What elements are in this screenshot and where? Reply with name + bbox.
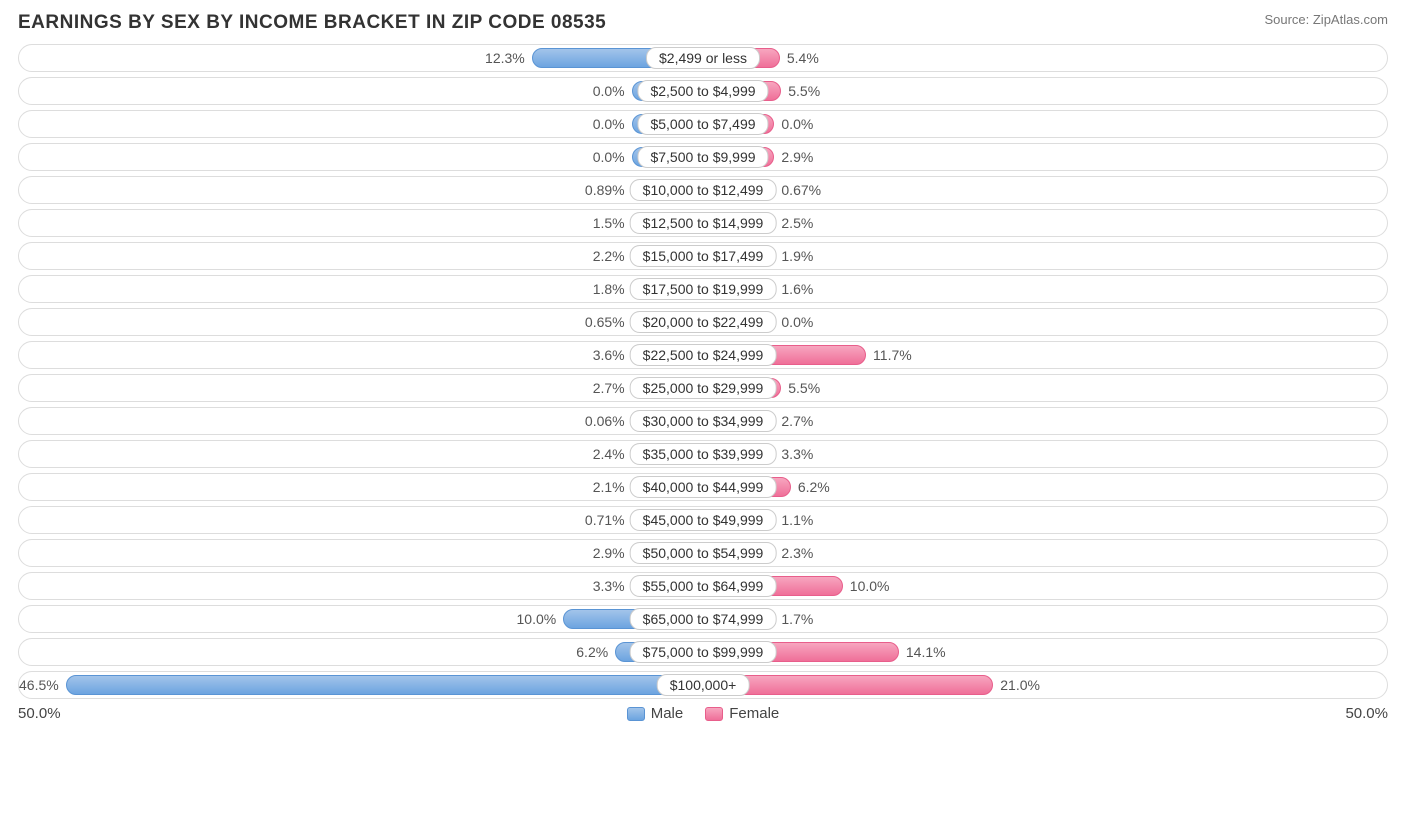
- category-label: $35,000 to $39,999: [630, 443, 777, 465]
- female-swatch-icon: [705, 707, 723, 721]
- female-pct-label: 10.0%: [850, 578, 890, 594]
- female-pct-label: 1.7%: [781, 611, 813, 627]
- category-label: $22,500 to $24,999: [630, 344, 777, 366]
- chart-row: 12.3% 5.4% $2,499 or less: [18, 44, 1388, 72]
- chart-row: 0.71% 1.1%$45,000 to $49,999: [18, 506, 1388, 534]
- chart-title: EARNINGS BY SEX BY INCOME BRACKET IN ZIP…: [18, 12, 606, 34]
- category-label: $100,000+: [657, 674, 750, 696]
- female-pct-label: 11.7%: [873, 347, 912, 363]
- female-pct-label: 2.7%: [781, 413, 813, 429]
- male-pct-label: 3.3%: [593, 578, 625, 594]
- male-bar: [66, 675, 700, 695]
- chart-row: 2.7% 5.5% $25,000 to $29,999: [18, 374, 1388, 402]
- category-label: $20,000 to $22,499: [630, 311, 777, 333]
- category-label: $10,000 to $12,499: [630, 179, 777, 201]
- female-pct-label: 5.5%: [788, 380, 820, 396]
- male-pct-label: 0.65%: [585, 314, 625, 330]
- category-label: $2,500 to $4,999: [637, 80, 768, 102]
- female-pct-label: 14.1%: [906, 644, 946, 660]
- male-pct-label: 2.2%: [593, 248, 625, 264]
- category-label: $30,000 to $34,999: [630, 410, 777, 432]
- chart-row: 1.8% 1.6%$17,500 to $19,999: [18, 275, 1388, 303]
- chart-row: 0.0% 0.0% $5,000 to $7,499: [18, 110, 1388, 138]
- female-pct-label: 1.6%: [781, 281, 813, 297]
- axis-left-label: 50.0%: [18, 705, 61, 722]
- chart-row: 0.0% 5.5% $2,500 to $4,999: [18, 77, 1388, 105]
- female-pct-label: 21.0%: [1000, 677, 1040, 693]
- chart-row: 10.0% 1.7%$65,000 to $74,999: [18, 605, 1388, 633]
- chart-source: Source: ZipAtlas.com: [1264, 12, 1388, 27]
- female-pct-label: 0.0%: [781, 116, 813, 132]
- legend-female: Female: [705, 705, 779, 722]
- male-pct-label: 46.5%: [19, 677, 59, 693]
- category-label: $50,000 to $54,999: [630, 542, 777, 564]
- chart-row: 2.9% 2.3%$50,000 to $54,999: [18, 539, 1388, 567]
- category-label: $45,000 to $49,999: [630, 509, 777, 531]
- chart-row: 3.6% 11.7% $22,500 to $24,999: [18, 341, 1388, 369]
- chart-row: 0.65% 0.0%$20,000 to $22,499: [18, 308, 1388, 336]
- female-pct-label: 2.5%: [781, 215, 813, 231]
- category-label: $15,000 to $17,499: [630, 245, 777, 267]
- chart-row: 0.89% 0.67%$10,000 to $12,499: [18, 176, 1388, 204]
- male-pct-label: 6.2%: [576, 644, 608, 660]
- legend: Male Female: [627, 705, 780, 722]
- legend-male: Male: [627, 705, 684, 722]
- chart-row: 0.0% 2.9% $7,500 to $9,999: [18, 143, 1388, 171]
- chart-row: 1.5% 2.5%$12,500 to $14,999: [18, 209, 1388, 237]
- category-label: $65,000 to $74,999: [630, 608, 777, 630]
- category-label: $12,500 to $14,999: [630, 212, 777, 234]
- female-pct-label: 2.9%: [781, 149, 813, 165]
- male-pct-label: 0.0%: [593, 149, 625, 165]
- female-pct-label: 0.67%: [781, 182, 821, 198]
- category-label: $17,500 to $19,999: [630, 278, 777, 300]
- category-label: $40,000 to $44,999: [630, 476, 777, 498]
- chart-row: 0.06% 2.7%$30,000 to $34,999: [18, 407, 1388, 435]
- category-label: $75,000 to $99,999: [630, 641, 777, 663]
- chart-row: 2.2% 1.9%$15,000 to $17,499: [18, 242, 1388, 270]
- diverging-bar-chart: 12.3% 5.4% $2,499 or less 0.0% 5.5% $2,500 to…: [18, 44, 1388, 699]
- female-pct-label: 5.4%: [787, 50, 819, 66]
- male-pct-label: 10.0%: [517, 611, 557, 627]
- male-pct-label: 2.4%: [593, 446, 625, 462]
- axis-right-label: 50.0%: [1345, 705, 1388, 722]
- chart-row: 6.2% 14.1% $75,000 to $99,999: [18, 638, 1388, 666]
- male-swatch-icon: [627, 707, 645, 721]
- male-pct-label: 0.89%: [585, 182, 625, 198]
- male-pct-label: 1.8%: [593, 281, 625, 297]
- legend-male-label: Male: [651, 705, 684, 722]
- male-pct-label: 0.06%: [585, 413, 625, 429]
- male-pct-label: 2.1%: [593, 479, 625, 495]
- female-pct-label: 2.3%: [781, 545, 813, 561]
- female-pct-label: 6.2%: [798, 479, 830, 495]
- chart-row: 2.4% 3.3%$35,000 to $39,999: [18, 440, 1388, 468]
- male-pct-label: 0.0%: [593, 83, 625, 99]
- category-label: $55,000 to $64,999: [630, 575, 777, 597]
- chart-row: 46.5% 21.0% $100,000+: [18, 671, 1388, 699]
- chart-row: 3.3% 10.0% $55,000 to $64,999: [18, 572, 1388, 600]
- category-label: $5,000 to $7,499: [637, 113, 768, 135]
- female-pct-label: 3.3%: [781, 446, 813, 462]
- chart-row: 2.1% 6.2% $40,000 to $44,999: [18, 473, 1388, 501]
- male-pct-label: 1.5%: [593, 215, 625, 231]
- category-label: $25,000 to $29,999: [630, 377, 777, 399]
- legend-female-label: Female: [729, 705, 779, 722]
- category-label: $2,499 or less: [646, 47, 760, 69]
- category-label: $7,500 to $9,999: [637, 146, 768, 168]
- male-pct-label: 2.7%: [593, 380, 625, 396]
- female-pct-label: 5.5%: [788, 83, 820, 99]
- male-pct-label: 2.9%: [593, 545, 625, 561]
- female-pct-label: 0.0%: [781, 314, 813, 330]
- male-pct-label: 3.6%: [593, 347, 625, 363]
- male-pct-label: 0.0%: [593, 116, 625, 132]
- female-pct-label: 1.1%: [781, 512, 813, 528]
- male-pct-label: 0.71%: [585, 512, 625, 528]
- female-pct-label: 1.9%: [781, 248, 813, 264]
- male-pct-label: 12.3%: [485, 50, 525, 66]
